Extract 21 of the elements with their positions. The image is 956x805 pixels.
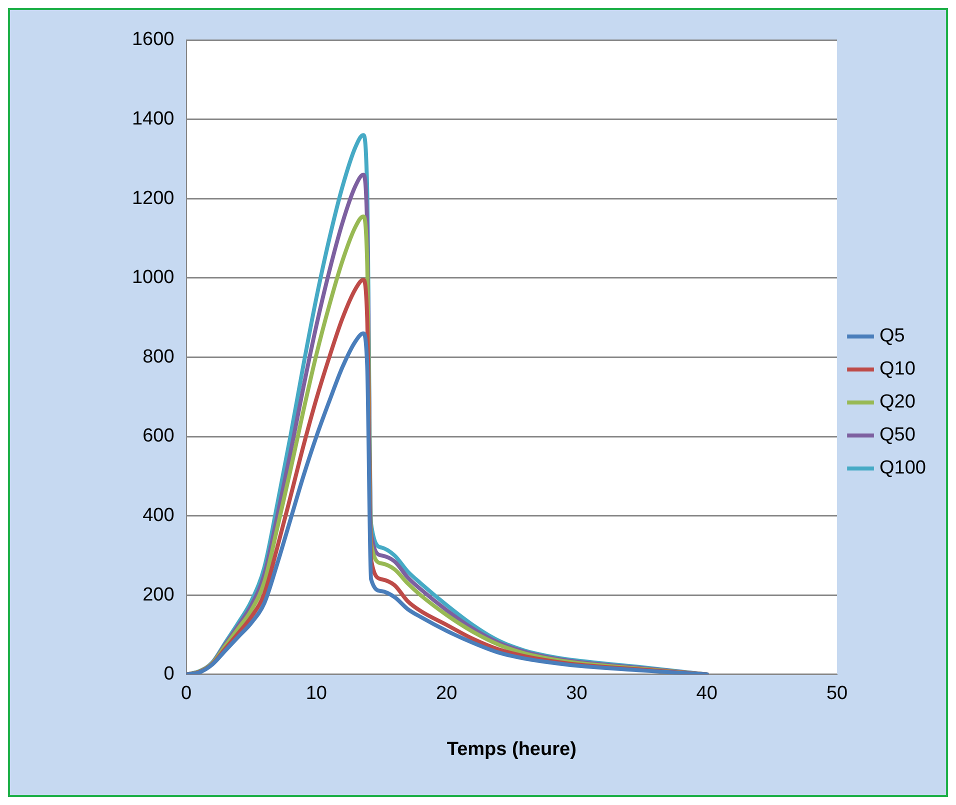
legend-label: Q5 [880, 326, 905, 347]
x-tick-label: 40 [696, 683, 718, 704]
y-tick-label: 400 [142, 505, 174, 526]
x-tick-label: 20 [436, 683, 458, 704]
y-tick-label: 1400 [132, 108, 174, 130]
y-tick-label: 1000 [132, 267, 174, 288]
y-tick-label: 200 [142, 584, 174, 606]
y-tick-label: 1200 [132, 188, 174, 209]
y-tick-label: 800 [142, 346, 174, 368]
x-tick-label: 50 [826, 683, 848, 704]
y-tick-label: 1600 [132, 29, 174, 50]
legend-label: Q10 [880, 358, 916, 380]
x-tick-label: 0 [180, 683, 192, 704]
y-tick-label: 0 [164, 664, 174, 685]
x-tick-label: 10 [306, 683, 327, 704]
legend-label: Q20 [880, 392, 916, 413]
legend-label: Q50 [880, 424, 916, 446]
x-tick-label: 30 [566, 683, 588, 704]
x-axis-title: Temps (heure) [446, 738, 576, 760]
legend-label: Q100 [880, 458, 926, 479]
y-tick-label: 600 [142, 426, 174, 447]
